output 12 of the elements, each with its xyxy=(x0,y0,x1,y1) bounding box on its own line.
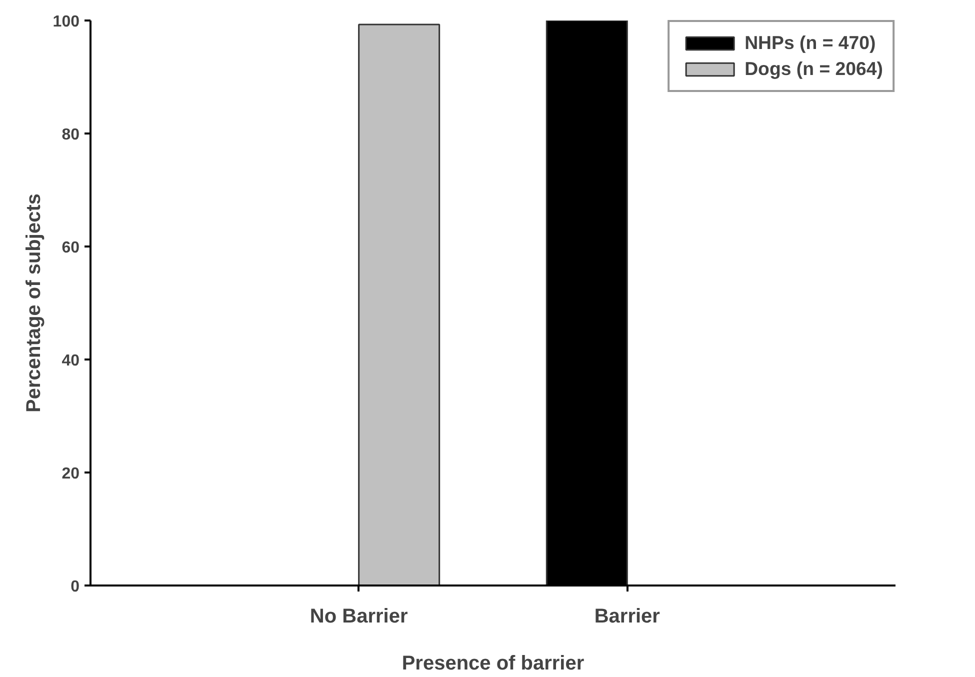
y-tick-label: 0 xyxy=(70,578,80,596)
y-tick-label: 40 xyxy=(62,352,80,370)
y-tick-label: 80 xyxy=(62,126,80,144)
x-axis-title: Presence of barrier xyxy=(402,652,584,674)
x-tick-label: No Barrier xyxy=(310,606,408,628)
y-tick-label: 60 xyxy=(62,240,80,256)
legend-label: Dogs (n = 2064) xyxy=(744,58,883,80)
y-tick-label: 20 xyxy=(62,466,80,482)
y-tick-label: 100 xyxy=(52,14,80,30)
x-tick-label: Barrier xyxy=(594,606,660,628)
legend-label: NHPs (n = 470) xyxy=(744,32,876,54)
y-axis-title: Percentage of subjects xyxy=(22,194,45,412)
